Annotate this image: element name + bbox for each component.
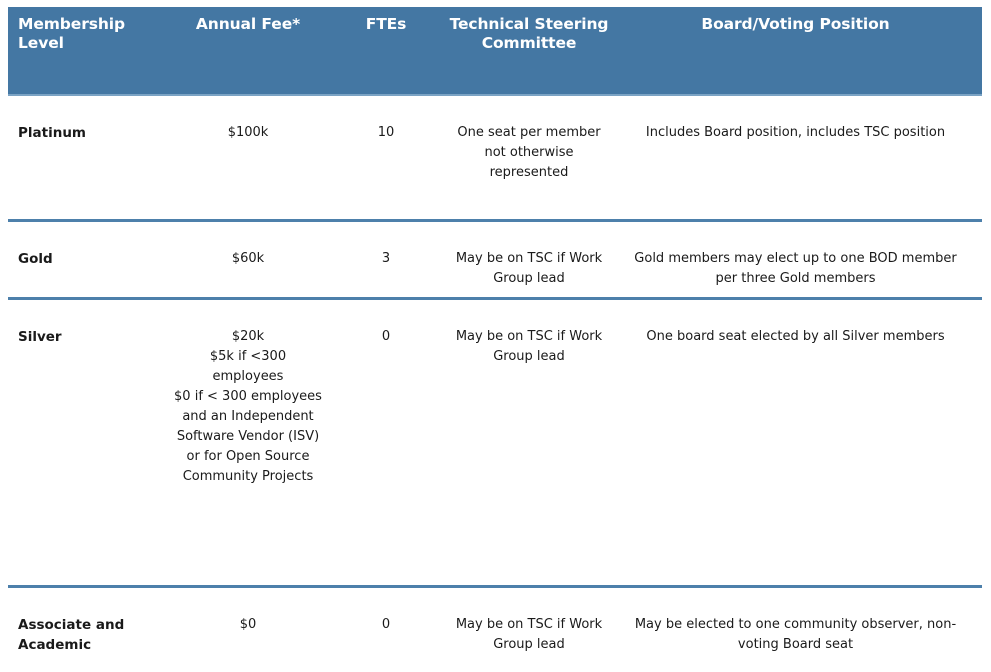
- table-body: Platinum $100k 10 One seat per member no…: [8, 96, 982, 668]
- fee-line: $0: [239, 617, 257, 632]
- cell-board-voting-position: Gold members may elect up to one BOD mem…: [634, 251, 957, 286]
- cell-annual-fee: $100k: [173, 96, 323, 143]
- fee-line: $20k: [231, 329, 265, 344]
- cell-annual-fee: $20k $5k if <300 employees $0 if < 300 e…: [173, 300, 323, 487]
- cell-ftes: 0: [381, 329, 391, 344]
- cell-ftes: 3: [381, 251, 391, 266]
- table-row: Platinum $100k 10 One seat per member no…: [8, 96, 982, 222]
- cell-membership-level: Platinum: [18, 125, 87, 141]
- column-header-membership-level: Membership Level: [18, 15, 126, 52]
- table-row: Silver $20k $5k if <300 employees $0 if …: [8, 300, 982, 588]
- cell-ftes: 0: [381, 617, 391, 632]
- cell-board-voting-position: May be elected to one community observer…: [634, 617, 957, 652]
- cell-ftes: 10: [377, 125, 395, 140]
- cell-board-voting-position: Includes Board position, includes TSC po…: [645, 125, 946, 140]
- column-header-ftes: FTEs: [365, 15, 407, 33]
- table-row: Associate and Academic $0 0 May be on TS…: [8, 588, 982, 668]
- column-header-annual-fee: Annual Fee*: [195, 15, 301, 33]
- fee-line: $100k: [227, 125, 269, 140]
- cell-annual-fee: $0: [173, 588, 323, 635]
- cell-board-voting-position: One board seat elected by all Silver mem…: [646, 329, 945, 344]
- cell-technical-steering-committee: One seat per member not otherwise repres…: [457, 125, 601, 180]
- cell-membership-level: Associate and Academic: [18, 617, 125, 653]
- cell-technical-steering-committee: May be on TSC if Work Group lead: [455, 617, 603, 652]
- table-header-row: Membership Level Annual Fee* FTEs Techni…: [8, 7, 982, 96]
- cell-membership-level: Silver: [18, 329, 62, 345]
- cell-technical-steering-committee: May be on TSC if Work Group lead: [455, 251, 603, 286]
- column-header-technical-steering-committee: Technical Steering Committee: [449, 15, 609, 52]
- cell-annual-fee: $60k: [173, 222, 323, 269]
- column-header-board-voting-position: Board/Voting Position: [701, 15, 890, 33]
- fee-line: $60k: [231, 251, 265, 266]
- fee-line: $5k if <300 employees: [209, 349, 287, 384]
- table-row: Gold $60k 3 May be on TSC if Work Group …: [8, 222, 982, 300]
- cell-membership-level: Gold: [18, 251, 53, 267]
- cell-technical-steering-committee: May be on TSC if Work Group lead: [455, 329, 603, 364]
- fee-line: $0 if < 300 employees and an Independent…: [174, 389, 322, 484]
